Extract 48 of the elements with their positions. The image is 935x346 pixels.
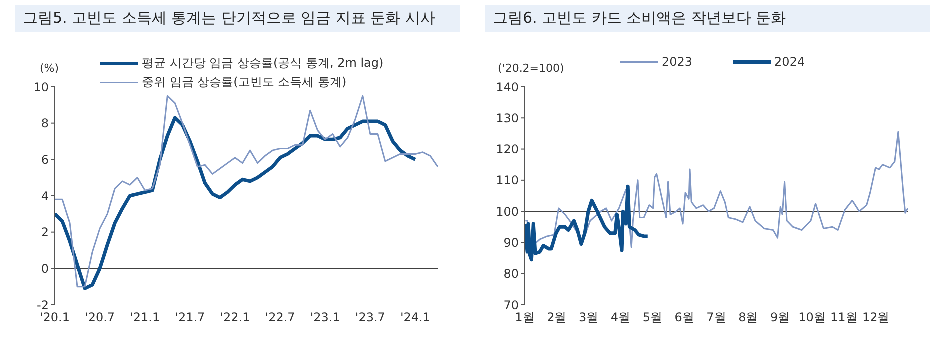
x-tick-label: 11월 (830, 310, 858, 325)
y-tick-label: 140 (496, 80, 519, 94)
x-tick-label: '21.7 (175, 310, 206, 325)
x-tick-label: 12월 (862, 310, 890, 325)
x-tick-label: '22.7 (265, 310, 296, 325)
x-tick-label: '20.1 (40, 310, 70, 325)
y-tick-label: 100 (496, 204, 519, 219)
x-tick-label: '21.1 (130, 310, 160, 325)
legend-label: 평균 시간당 임금 상승률(공식 통계, 2m lag) (142, 55, 384, 72)
x-tick-label: 4월 (610, 310, 631, 325)
x-tick-label: 3월 (579, 310, 599, 325)
y-tick-label: 110 (496, 174, 519, 188)
x-tick-label: 8월 (738, 310, 758, 325)
x-tick-label: '23.7 (355, 310, 386, 325)
legend-label: 중위 임금 상승률(고빈도 소득세 통계) (142, 74, 347, 91)
x-tick-label: '23.1 (310, 310, 340, 325)
x-tick-label: 6월 (674, 310, 694, 325)
line-series (55, 116, 418, 290)
legend-label: 2023 (662, 55, 693, 69)
y-tick-label: 4 (41, 189, 49, 204)
legend-label: 2024 (774, 55, 806, 69)
y-axis-title: ('20.2=100) (498, 62, 564, 75)
y-tick-label: 2 (41, 226, 49, 240)
y-tick-label: 130 (496, 111, 519, 126)
y-tick-label: 10 (34, 80, 49, 94)
x-tick-label: 10월 (798, 310, 826, 325)
x-tick-label: 2월 (547, 310, 567, 325)
y-tick-label: 80 (504, 267, 519, 282)
x-tick-label: '24.1 (400, 310, 430, 325)
x-tick-label: 5월 (642, 310, 662, 325)
chart-title: 그림6. 고빈도 카드 소비액은 작년보다 둔화 (485, 5, 930, 32)
y-tick-label: 90 (504, 236, 519, 250)
y-tick-label: 70 (504, 298, 519, 312)
line-series (525, 184, 650, 262)
line-series (525, 131, 908, 250)
x-tick-label: 9월 (770, 310, 790, 325)
y-tick-label: 6 (41, 152, 49, 167)
x-tick-label: '20.7 (85, 310, 116, 325)
y-tick-label: 120 (496, 142, 519, 157)
y-tick-label: 8 (41, 116, 49, 131)
line-series (55, 95, 438, 288)
x-tick-label: 1월 (515, 310, 535, 325)
y-tick-label: 0 (41, 262, 49, 276)
y-tick-label: -2 (37, 298, 49, 312)
y-axis-title: (%) (40, 62, 60, 75)
chart-title: 그림5. 고빈도 소득세 통계는 단기적으로 임금 지표 둔화 시사 (15, 5, 460, 32)
x-tick-label: '22.1 (220, 310, 250, 325)
x-tick-label: 7월 (706, 310, 726, 325)
